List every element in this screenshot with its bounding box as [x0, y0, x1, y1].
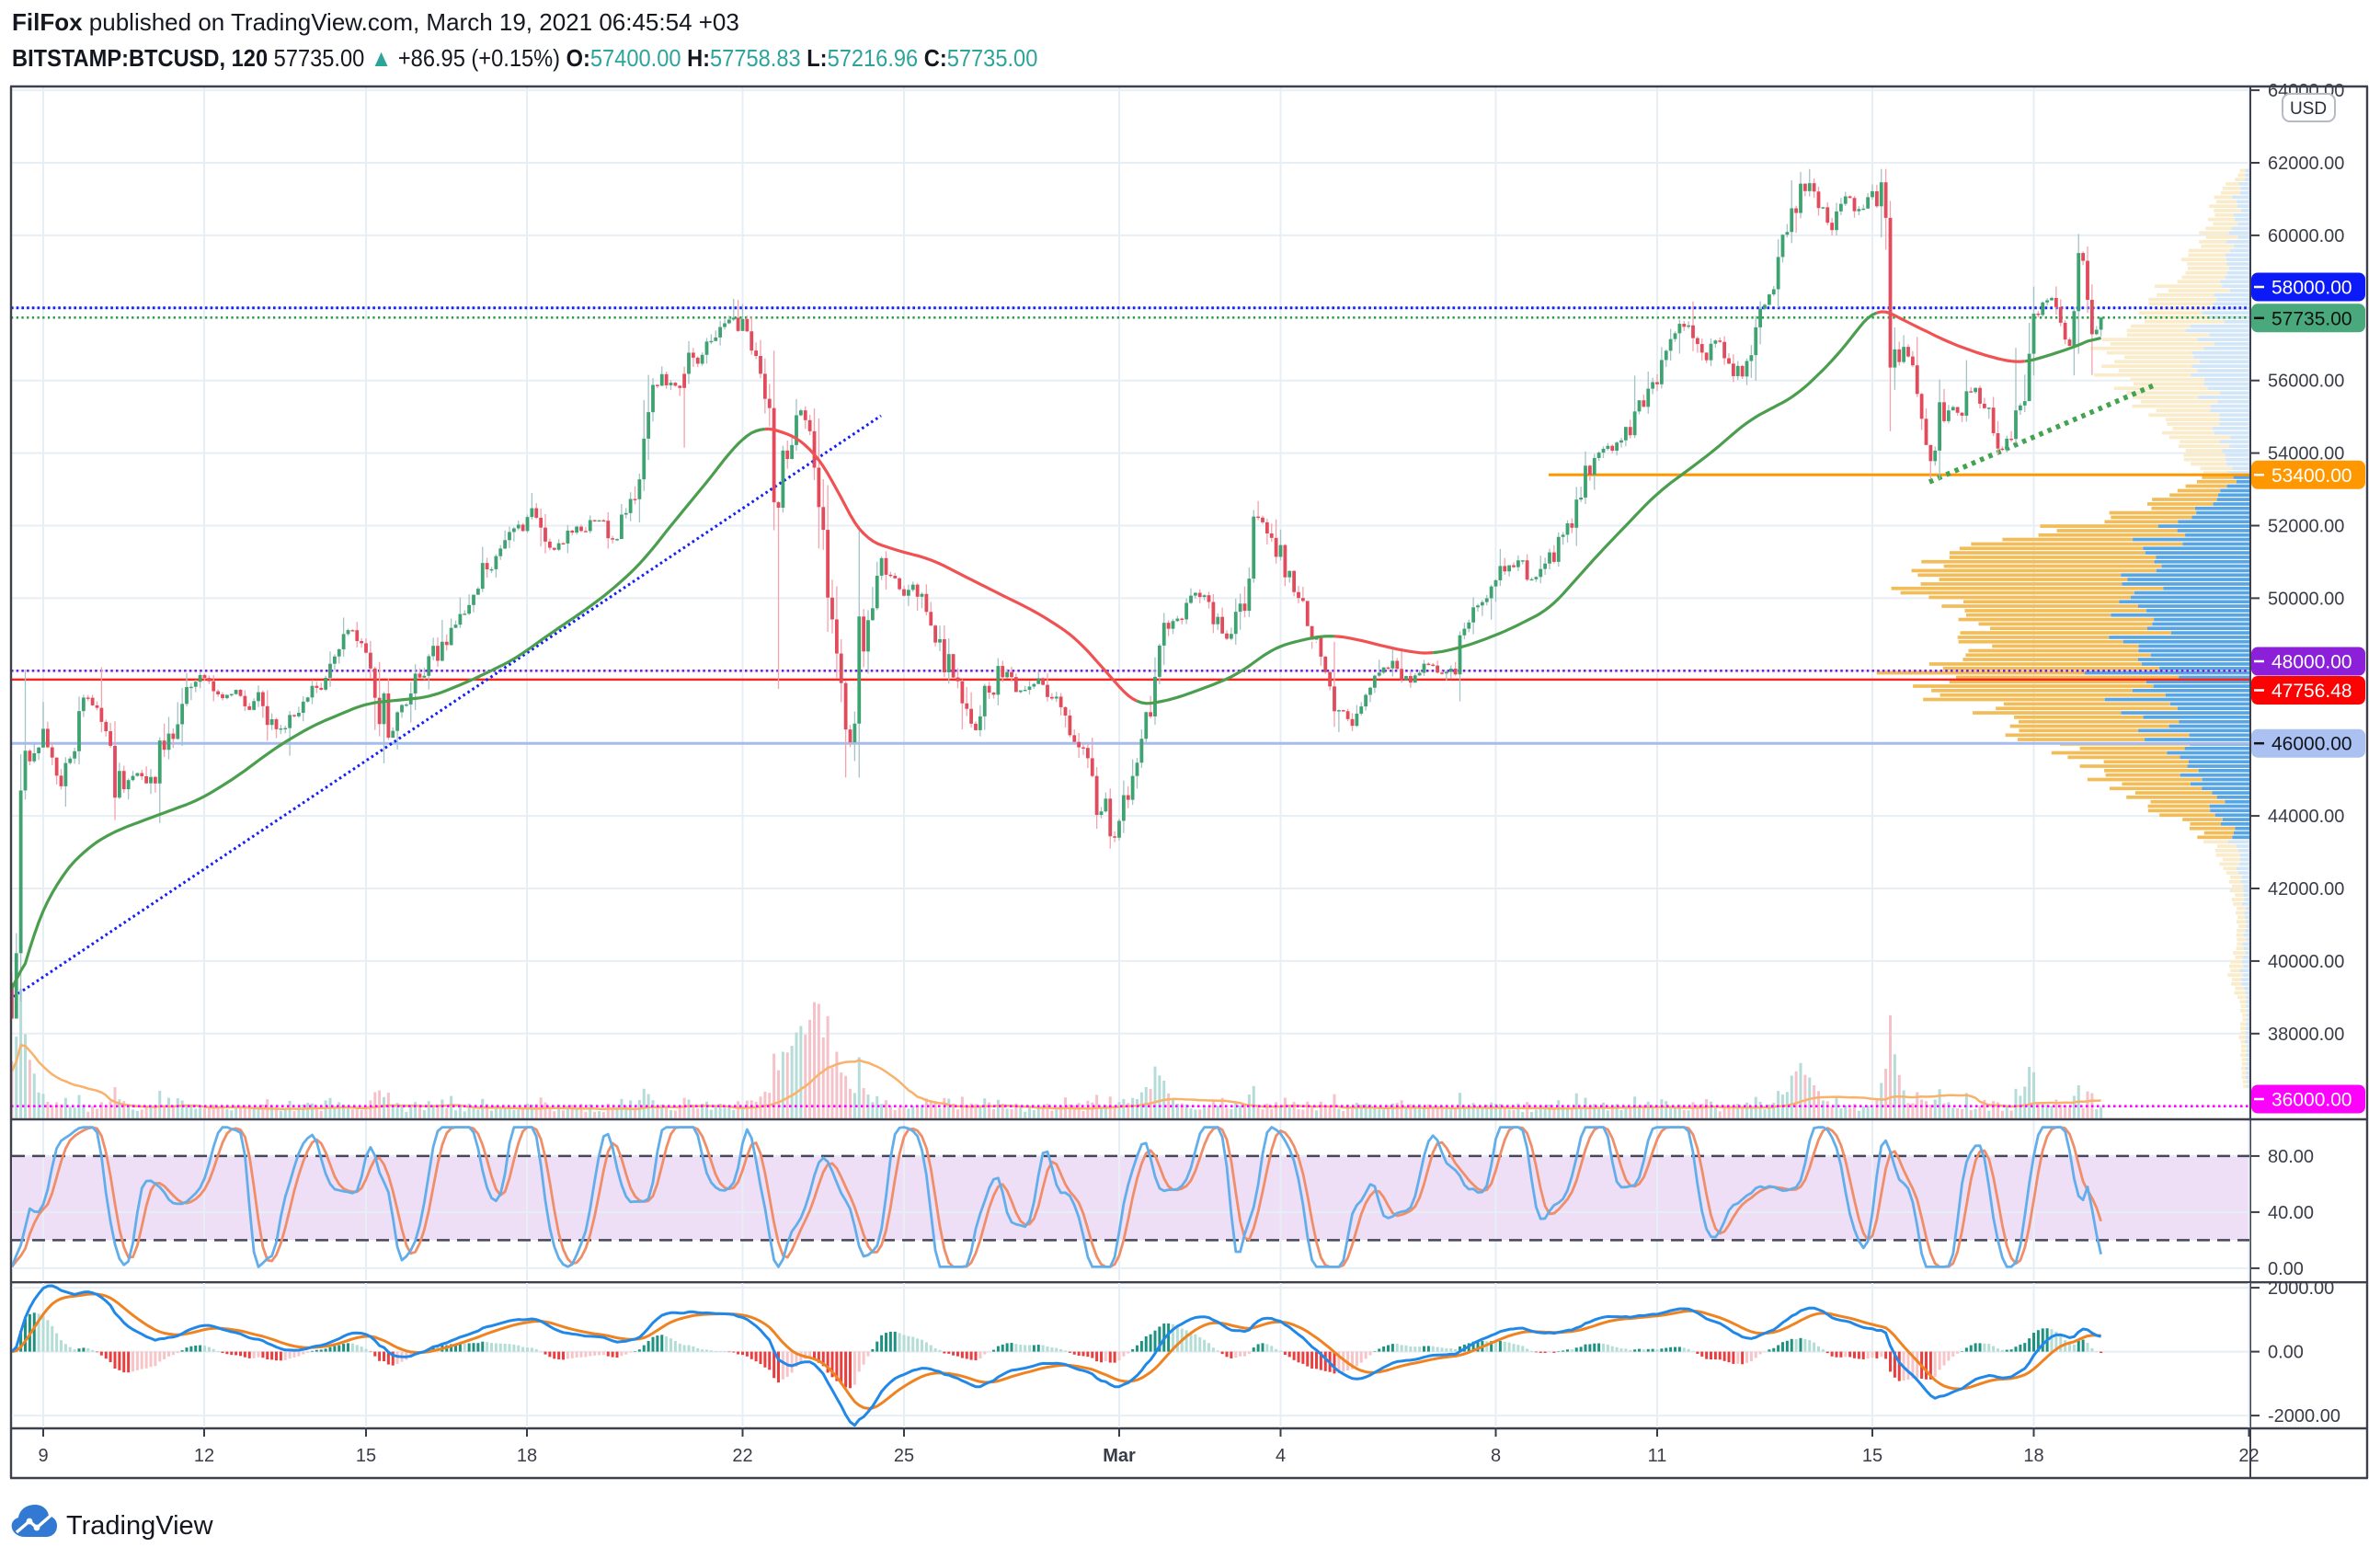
svg-text:8: 8	[1491, 1446, 1501, 1466]
svg-text:18: 18	[2023, 1446, 2043, 1466]
svg-text:42000.00: 42000.00	[2268, 879, 2344, 900]
svg-text:54000.00: 54000.00	[2268, 444, 2344, 464]
svg-text:FilFox published on TradingVie: FilFox published on TradingView.com, Mar…	[12, 8, 739, 36]
svg-text:22: 22	[732, 1446, 752, 1466]
svg-text:40000.00: 40000.00	[2268, 952, 2344, 972]
svg-text:0.00: 0.00	[2268, 1259, 2304, 1279]
svg-text:60000.00: 60000.00	[2268, 226, 2344, 246]
svg-text:56000.00: 56000.00	[2268, 372, 2344, 392]
svg-text:38000.00: 38000.00	[2268, 1025, 2344, 1045]
svg-text:46000.00: 46000.00	[2271, 734, 2352, 755]
svg-text:15: 15	[1862, 1446, 1882, 1466]
svg-text:25: 25	[894, 1446, 914, 1466]
svg-text:TradingView: TradingView	[66, 1511, 214, 1541]
svg-text:47756.48: 47756.48	[2271, 681, 2352, 702]
svg-text:-2000.00: -2000.00	[2268, 1406, 2340, 1427]
svg-text:0.00: 0.00	[2268, 1343, 2304, 1363]
svg-text:53400.00: 53400.00	[2271, 465, 2352, 487]
svg-text:44000.00: 44000.00	[2268, 807, 2344, 827]
svg-text:40.00: 40.00	[2268, 1203, 2314, 1223]
svg-text:4: 4	[1276, 1446, 1286, 1466]
svg-text:58000.00: 58000.00	[2271, 278, 2352, 299]
svg-text:62000.00: 62000.00	[2268, 154, 2344, 174]
svg-text:48000.00: 48000.00	[2271, 652, 2352, 673]
svg-text:11: 11	[1648, 1446, 1667, 1466]
svg-text:BITSTAMP:BTCUSD, 120 57735.00: BITSTAMP:BTCUSD, 120 57735.00 ▲ +86.95 (…	[12, 46, 1037, 72]
svg-text:Mar: Mar	[1103, 1446, 1136, 1466]
svg-text:2000.00: 2000.00	[2268, 1278, 2334, 1299]
svg-text:80.00: 80.00	[2268, 1147, 2314, 1167]
svg-text:12: 12	[194, 1446, 214, 1466]
svg-text:18: 18	[517, 1446, 537, 1466]
svg-text:22: 22	[2238, 1446, 2259, 1466]
svg-text:57735.00: 57735.00	[2271, 308, 2352, 329]
svg-text:50000.00: 50000.00	[2268, 589, 2344, 609]
svg-text:15: 15	[356, 1446, 376, 1466]
svg-text:36000.00: 36000.00	[2271, 1090, 2352, 1111]
svg-text:USD: USD	[2290, 99, 2327, 119]
svg-text:9: 9	[38, 1446, 48, 1466]
svg-text:52000.00: 52000.00	[2268, 517, 2344, 537]
